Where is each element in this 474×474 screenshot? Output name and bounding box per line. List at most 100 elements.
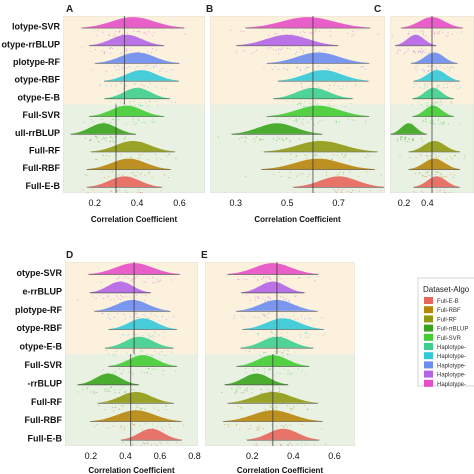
x-axis-title: Correlation Coefficient xyxy=(237,466,324,474)
rain-point xyxy=(439,124,441,126)
rain-point xyxy=(300,103,302,105)
rain-point xyxy=(447,35,449,37)
rain-point xyxy=(263,368,265,370)
rain-point xyxy=(262,314,264,316)
rain-point xyxy=(365,156,367,158)
rain-point xyxy=(336,120,338,122)
rain-point xyxy=(109,136,111,138)
rain-point xyxy=(303,106,305,108)
rain-point xyxy=(299,102,301,104)
rain-point xyxy=(132,118,134,120)
rain-point xyxy=(244,136,246,138)
rain-point xyxy=(429,104,431,106)
rain-point xyxy=(106,390,108,392)
rain-point xyxy=(123,334,125,336)
density-cloud xyxy=(86,34,167,46)
category-label: Full-SVR xyxy=(25,360,63,370)
rain-point xyxy=(277,48,280,50)
rain-point xyxy=(159,70,161,72)
rain-point xyxy=(268,390,270,392)
rain-point xyxy=(247,371,249,374)
legend-item-label: Full-SVR xyxy=(437,336,462,342)
rain-point xyxy=(249,350,251,352)
panel-label-d: D xyxy=(66,250,73,261)
rain-point xyxy=(156,426,158,428)
rain-point xyxy=(147,65,149,67)
legend-item-label: Full-RF xyxy=(437,317,457,323)
rain-point xyxy=(236,50,238,52)
rain-point xyxy=(113,316,116,318)
rain-point xyxy=(443,87,445,89)
rain-point xyxy=(314,69,316,71)
x-tick-label: 0.6 xyxy=(154,451,167,461)
rain-point xyxy=(420,137,422,139)
rain-point xyxy=(299,277,301,279)
rain-point xyxy=(156,87,158,89)
rain-point xyxy=(446,158,448,160)
rain-point xyxy=(448,123,450,125)
rain-point xyxy=(281,352,283,354)
rain-point xyxy=(280,332,282,334)
rain-point xyxy=(108,123,110,125)
rain-point xyxy=(150,336,152,338)
rain-point xyxy=(440,174,442,176)
category-label: lotype-SVR xyxy=(12,22,61,32)
rain-point xyxy=(141,153,143,155)
rain-point xyxy=(162,316,164,318)
category-label: Full-E-B xyxy=(26,181,61,191)
rain-point xyxy=(284,281,286,283)
rain-point xyxy=(439,173,441,175)
rain-point xyxy=(274,334,276,336)
rain-point xyxy=(254,276,256,278)
rain-point xyxy=(269,368,271,370)
rain-point xyxy=(131,444,133,446)
rain-point xyxy=(278,138,280,140)
rain-point xyxy=(347,32,349,34)
rain-point xyxy=(126,335,128,337)
rain-point xyxy=(255,49,257,52)
rain-point xyxy=(98,405,100,407)
rain-point xyxy=(403,53,405,55)
rain-point xyxy=(302,105,304,107)
rain-point xyxy=(283,296,285,298)
rain-point xyxy=(154,282,156,284)
rain-point xyxy=(265,281,267,283)
rain-point xyxy=(120,82,122,85)
rain-point xyxy=(266,388,268,390)
rain-point xyxy=(429,122,431,124)
rain-point xyxy=(104,389,106,391)
rain-point xyxy=(131,172,133,174)
rain-point xyxy=(143,32,145,34)
rain-point xyxy=(428,65,430,67)
rain-point xyxy=(286,446,287,447)
rain-point xyxy=(304,31,306,33)
rain-point xyxy=(123,313,125,315)
rain-point xyxy=(251,52,253,54)
rain-point xyxy=(147,87,149,89)
rain-point xyxy=(107,316,109,318)
rain-point xyxy=(444,176,446,178)
rain-point xyxy=(165,88,167,90)
rain-point xyxy=(131,428,133,430)
rain-point xyxy=(436,102,438,104)
rain-point xyxy=(121,334,123,336)
rain-point xyxy=(110,121,112,124)
legend-item-label: Haplotype- xyxy=(437,373,466,379)
rain-point xyxy=(113,355,116,357)
rain-point xyxy=(355,193,356,194)
rain-point xyxy=(137,86,140,89)
rain-point xyxy=(115,85,117,87)
x-axis-title: Correlation Coefficient xyxy=(91,215,178,224)
rain-point xyxy=(245,368,247,370)
rain-point xyxy=(139,154,141,156)
rain-point xyxy=(122,277,124,279)
rain-point xyxy=(87,386,89,388)
rain-point xyxy=(254,299,257,301)
rain-point xyxy=(122,386,124,389)
rain-point xyxy=(289,48,291,50)
rain-point xyxy=(306,67,308,69)
rain-point xyxy=(307,176,309,178)
rain-point xyxy=(140,444,142,446)
rain-point xyxy=(238,138,241,140)
